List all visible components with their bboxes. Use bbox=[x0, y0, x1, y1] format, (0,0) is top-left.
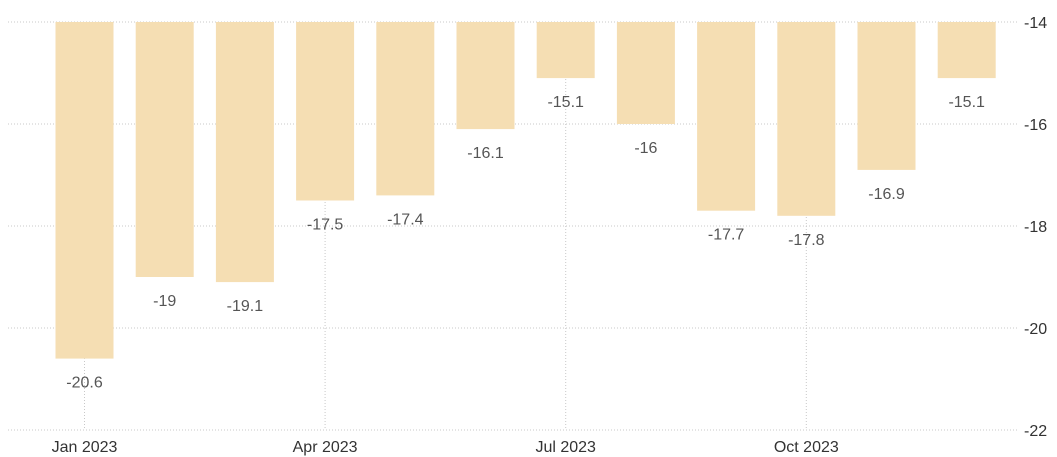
data-labels: -20.6 -19 -19.1 -17.5 -17.4 -16.1 -15.1 -16 -17.… bbox=[66, 94, 985, 392]
y-tick-label: -14 bbox=[1024, 15, 1047, 32]
data-label: -20.6 bbox=[66, 375, 103, 392]
x-axis: Jan 2023 Apr 2023 Jul 2023 Oct 2023 bbox=[52, 439, 839, 456]
data-label: -17.7 bbox=[708, 227, 745, 244]
data-label: -19 bbox=[153, 293, 176, 310]
data-label: -16.9 bbox=[868, 186, 905, 203]
y-tick-label: -18 bbox=[1024, 219, 1047, 236]
bars bbox=[55, 22, 996, 359]
bar bbox=[777, 22, 836, 216]
bar bbox=[937, 22, 996, 79]
y-tick-label: -16 bbox=[1024, 117, 1047, 134]
bar bbox=[135, 22, 194, 277]
x-tick-label: Oct 2023 bbox=[774, 439, 839, 456]
bar bbox=[697, 22, 756, 211]
bar bbox=[616, 22, 675, 124]
data-label: -15.1 bbox=[948, 94, 985, 111]
y-axis: -14 -16 -18 -20 -22 bbox=[1024, 15, 1047, 440]
data-label: -15.1 bbox=[547, 94, 584, 111]
y-tick-label: -22 bbox=[1024, 423, 1047, 440]
x-tick-label: Jul 2023 bbox=[535, 439, 596, 456]
bar bbox=[296, 22, 355, 201]
bar bbox=[536, 22, 595, 79]
data-label: -19.1 bbox=[227, 298, 264, 315]
x-tick-label: Jan 2023 bbox=[52, 439, 118, 456]
bar bbox=[55, 22, 114, 359]
data-label: -16.1 bbox=[467, 145, 504, 162]
bar bbox=[215, 22, 274, 283]
x-tick-label: Apr 2023 bbox=[293, 439, 358, 456]
data-label: -17.4 bbox=[387, 211, 424, 228]
y-tick-label: -20 bbox=[1024, 321, 1047, 338]
data-label: -17.8 bbox=[788, 232, 825, 249]
bar bbox=[376, 22, 435, 196]
data-label: -16 bbox=[634, 140, 657, 157]
bar bbox=[857, 22, 916, 170]
data-label: -17.5 bbox=[307, 217, 344, 234]
bar bbox=[456, 22, 515, 130]
